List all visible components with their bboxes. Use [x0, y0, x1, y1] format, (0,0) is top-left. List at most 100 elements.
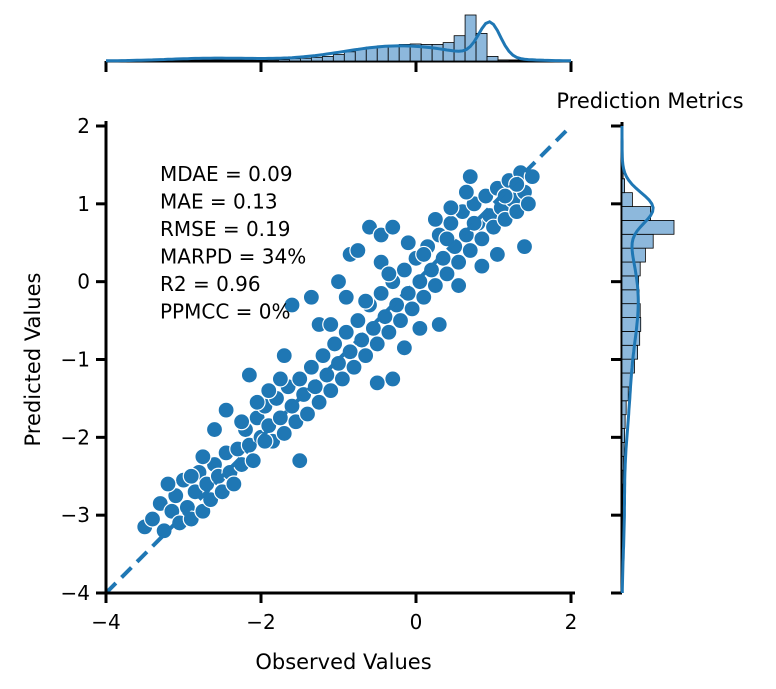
scatter-point: [403, 300, 421, 318]
x-hist-bar: [497, 59, 510, 62]
scatter-point: [411, 319, 429, 337]
scatter-point: [349, 241, 367, 260]
scatter-point: [275, 424, 293, 443]
scatter-point: [298, 405, 317, 423]
scatter-point: [372, 284, 390, 302]
y-tick-label: −3: [61, 503, 90, 527]
x-tick-label: 2: [565, 610, 578, 634]
scatter-point: [384, 370, 402, 388]
x-hist-bar: [464, 14, 477, 62]
y-tick-label: −2: [61, 425, 90, 449]
scatter-point: [368, 335, 386, 353]
scatter-point: [337, 288, 355, 306]
x-hist-bar: [299, 57, 312, 62]
x-hist-bar: [310, 56, 323, 62]
x-tick-label: 0: [410, 610, 423, 634]
scatter-point: [473, 257, 491, 275]
scatter-point: [155, 522, 173, 540]
scatter-point: [438, 230, 456, 248]
scatter-point: [426, 210, 444, 228]
axes: −4 −2 0 2 −4 −3 −2 −1 0 1 2: [61, 114, 578, 634]
scatter-point: [310, 393, 328, 411]
scatter-point: [426, 276, 444, 295]
y-hist-bar: [621, 414, 626, 429]
scatter-point: [399, 234, 417, 252]
scatter-point: [357, 347, 375, 365]
scatter-point: [233, 413, 251, 431]
scatter-point: [194, 448, 212, 466]
scatter-point: [457, 183, 475, 201]
x-hist-bar: [332, 54, 345, 62]
x-hist-bar: [321, 56, 334, 62]
scatter-point: [523, 167, 541, 186]
scatter-point: [380, 265, 398, 283]
metric-line: R2 = 0.96: [160, 272, 261, 296]
scatter-point: [322, 315, 340, 334]
x-hist-bar: [475, 33, 488, 62]
scatter-point: [159, 475, 177, 493]
scatter-point: [326, 335, 344, 353]
scatter-point: [368, 374, 386, 392]
x-axis-label: Observed Values: [255, 650, 431, 674]
y-hist-bar: [621, 178, 625, 194]
y-tick-label: −1: [61, 348, 90, 372]
scatter-point: [333, 370, 351, 388]
x-hist-bar: [453, 35, 466, 62]
y-hist-bar: [621, 261, 641, 277]
scatter-point: [461, 241, 479, 260]
scatter-point: [283, 296, 301, 314]
scatter-point: [380, 323, 398, 341]
scatter-point: [438, 265, 456, 283]
chart-title: Prediction Metrics: [556, 89, 743, 113]
scatter-point: [225, 475, 243, 493]
scatter-point: [143, 510, 162, 528]
scatter-point: [515, 238, 534, 256]
scatter-point: [488, 245, 506, 264]
scatter-point: [345, 358, 363, 376]
scatter-point: [415, 245, 433, 264]
y-tick-label: 2: [77, 114, 90, 138]
x-tick-label: −2: [246, 610, 275, 634]
metric-line: MARPD = 34%: [160, 245, 306, 269]
scatter-point: [461, 167, 479, 186]
scatter-point: [314, 347, 332, 365]
metric-line: MDAE = 0.09: [160, 162, 293, 186]
scatter-point: [271, 370, 289, 388]
y-hist-bar: [621, 220, 675, 235]
scatter-point: [391, 311, 410, 330]
scatter-point: [217, 401, 235, 419]
y-axis-label: Predicted Values: [21, 273, 45, 447]
scatter-point: [430, 315, 448, 334]
scatter-point: [291, 452, 309, 470]
scatter-point: [357, 292, 375, 310]
metric-line: RMSE = 0.19: [160, 217, 291, 241]
scatter-point: [337, 323, 355, 341]
scatter-point: [182, 467, 200, 485]
scatter-point: [450, 276, 468, 295]
y-hist-bar: [621, 442, 625, 457]
scatter-point: [322, 382, 340, 400]
y-hist-bar: [621, 455, 624, 471]
metrics-annotation: MDAE = 0.09 MAE = 0.13 RMSE = 0.19 MARPD = …: [160, 162, 306, 324]
x-hist-bar: [278, 59, 290, 62]
scatter-point: [240, 366, 258, 384]
y-hist-bar: [621, 428, 625, 443]
x-hist-bar: [486, 56, 499, 62]
metric-line: PPMCC = 0%: [160, 300, 291, 324]
x-hist-bar: [267, 59, 279, 62]
y-hist-bar: [621, 192, 633, 207]
scatter-point: [473, 230, 491, 248]
scatter-point: [275, 347, 293, 365]
x-hist-bar: [387, 44, 400, 62]
y-hist-bar: [621, 233, 654, 249]
scatter-point: [384, 218, 402, 236]
scatter-point: [395, 339, 413, 357]
scatter-point: [349, 311, 367, 330]
scatter-point: [450, 253, 468, 271]
x-marginal-histogram: [104, 14, 573, 72]
scatter-point: [415, 288, 433, 306]
y-hist-bar: [621, 400, 627, 416]
y-hist-bar: [621, 469, 624, 485]
y-tick-label: 0: [77, 270, 90, 294]
